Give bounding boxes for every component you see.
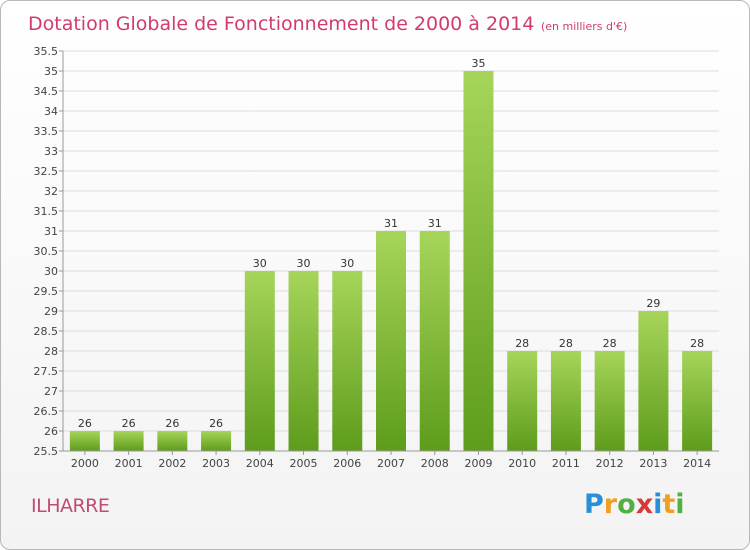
bar-value-label: 28 [515, 337, 529, 350]
y-tick-label: 32 [44, 185, 58, 198]
y-axis-ticks: 25.5 26 26.5 27 27.5 28 28.5 29 29.5 30 30.5 31 31.5… [34, 45, 63, 458]
logo-letter: P [584, 489, 604, 520]
x-tick-label: 2008 [421, 457, 449, 470]
bar-value-label: 35 [471, 57, 485, 70]
bar [69, 431, 100, 451]
logo-letter: r [603, 489, 618, 520]
x-tick-label: 2014 [683, 457, 711, 470]
y-tick-label: 34.5 [34, 85, 59, 98]
bar-value-label: 31 [428, 217, 442, 230]
y-tick-label: 35.5 [34, 45, 59, 58]
bar-value-label: 28 [603, 337, 617, 350]
y-tick-label: 27.5 [34, 365, 59, 378]
bar [244, 271, 275, 451]
y-tick-label: 28.5 [34, 325, 59, 338]
x-tick-label: 2010 [508, 457, 536, 470]
y-tick-label: 26.5 [34, 405, 59, 418]
x-tick-label: 2002 [158, 457, 186, 470]
logo-letter: t [662, 489, 676, 520]
bar-value-label: 26 [122, 417, 136, 430]
bar [288, 271, 319, 451]
y-tick-label: 26 [44, 425, 58, 438]
bar-value-label: 30 [253, 257, 267, 270]
bar-value-label: 28 [559, 337, 573, 350]
bar [157, 431, 188, 451]
value-labels: 26 26 26 26 30 30 30 31 31 35 28 28 28 29 28 [78, 57, 704, 430]
y-tick-label: 33.5 [34, 125, 59, 138]
logo-letter: x [635, 489, 654, 520]
proxiti-logo[interactable]: Proxiti [584, 489, 685, 520]
y-tick-label: 28 [44, 345, 58, 358]
x-tick-label: 2012 [596, 457, 624, 470]
y-tick-label: 30 [44, 265, 58, 278]
y-tick-label: 35 [44, 65, 58, 78]
y-tick-label: 29.5 [34, 285, 59, 298]
y-tick-label: 30.5 [34, 245, 59, 258]
logo-letter: i [675, 489, 685, 520]
bar-value-label: 29 [646, 297, 660, 310]
bar-value-label: 30 [340, 257, 354, 270]
y-tick-label: 29 [44, 305, 58, 318]
bar [376, 231, 406, 451]
bar [507, 351, 538, 451]
x-tick-label: 2011 [552, 457, 580, 470]
bar [419, 231, 450, 451]
x-tick-label: 2003 [202, 457, 230, 470]
bar-value-label: 30 [297, 257, 311, 270]
chart-title: Dotation Globale de Fonctionnement de 20… [28, 13, 534, 35]
bar [113, 431, 144, 451]
y-tick-label: 25.5 [34, 445, 59, 458]
bar [463, 71, 494, 451]
x-tick-label: 2006 [333, 457, 361, 470]
x-axis-ticks: 2000 2001 2002 2003 2004 2005 2006 2007 2008 2009… [71, 451, 711, 470]
bar [332, 271, 363, 451]
bar [594, 351, 625, 451]
bar-value-label: 26 [209, 417, 223, 430]
logo-letter: o [617, 489, 636, 520]
bar [682, 351, 713, 451]
bar-value-label: 26 [165, 417, 179, 430]
y-tick-label: 31 [44, 225, 58, 238]
x-tick-label: 2001 [115, 457, 143, 470]
bar [550, 351, 581, 451]
y-tick-label: 33 [44, 145, 58, 158]
y-tick-label: 34 [44, 105, 58, 118]
grid-lines [63, 50, 719, 452]
y-tick-label: 27 [44, 385, 58, 398]
bar-value-label: 28 [690, 337, 704, 350]
chart-unit: (en milliers d'€) [541, 20, 627, 33]
bar-value-label: 31 [384, 217, 398, 230]
x-tick-label: 2000 [71, 457, 99, 470]
bars [69, 71, 713, 451]
x-tick-label: 2009 [464, 457, 492, 470]
x-tick-label: 2013 [639, 457, 667, 470]
bar [201, 431, 232, 451]
x-tick-label: 2007 [377, 457, 405, 470]
x-tick-label: 2005 [290, 457, 318, 470]
bar [638, 311, 669, 451]
commune-name: ILHARRE [31, 495, 110, 517]
y-tick-label: 32.5 [34, 165, 59, 178]
bar-value-label: 26 [78, 417, 92, 430]
x-tick-label: 2004 [246, 457, 274, 470]
y-tick-label: 31.5 [34, 205, 59, 218]
logo-letter: i [653, 489, 663, 520]
